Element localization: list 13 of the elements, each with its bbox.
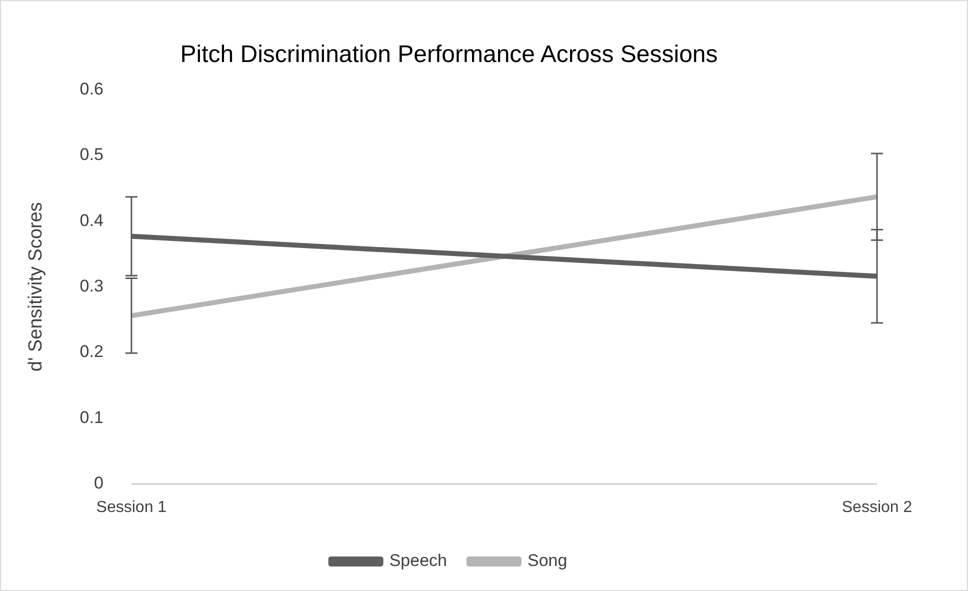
y-tick-label: 0.3 — [80, 276, 104, 296]
legend-label: Song — [527, 551, 568, 570]
y-tick-label: 0.1 — [80, 408, 104, 427]
y-tick-label: 0.5 — [80, 145, 104, 164]
x-tick-label: Session 1 — [96, 498, 167, 516]
y-axis-title: d' Sensitivity Scores — [26, 202, 47, 372]
chart-title: Pitch Discrimination Performance Across Sessions — [180, 41, 718, 68]
y-tick-label: 0.2 — [80, 342, 104, 362]
x-tick-label: Session 2 — [842, 498, 912, 516]
y-tick-label: 0.6 — [80, 79, 104, 98]
legend-label: Speech — [389, 551, 447, 570]
y-tick-label: 0.4 — [80, 210, 104, 230]
y-tick-label: 0 — [94, 473, 104, 492]
